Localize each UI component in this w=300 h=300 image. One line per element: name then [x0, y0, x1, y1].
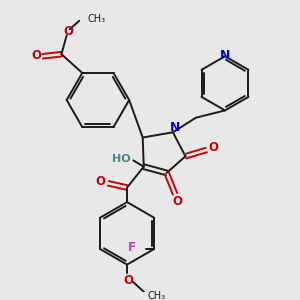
- Text: O: O: [123, 274, 133, 287]
- Text: CH₃: CH₃: [148, 291, 166, 300]
- Text: O: O: [95, 175, 105, 188]
- Text: HO: HO: [112, 154, 130, 164]
- Text: O: O: [32, 49, 41, 62]
- Text: O: O: [208, 141, 218, 154]
- Text: N: N: [220, 49, 230, 62]
- Text: O: O: [172, 195, 182, 208]
- Text: CH₃: CH₃: [88, 14, 106, 24]
- Text: O: O: [64, 25, 74, 38]
- Text: N: N: [170, 121, 180, 134]
- Text: F: F: [128, 242, 136, 254]
